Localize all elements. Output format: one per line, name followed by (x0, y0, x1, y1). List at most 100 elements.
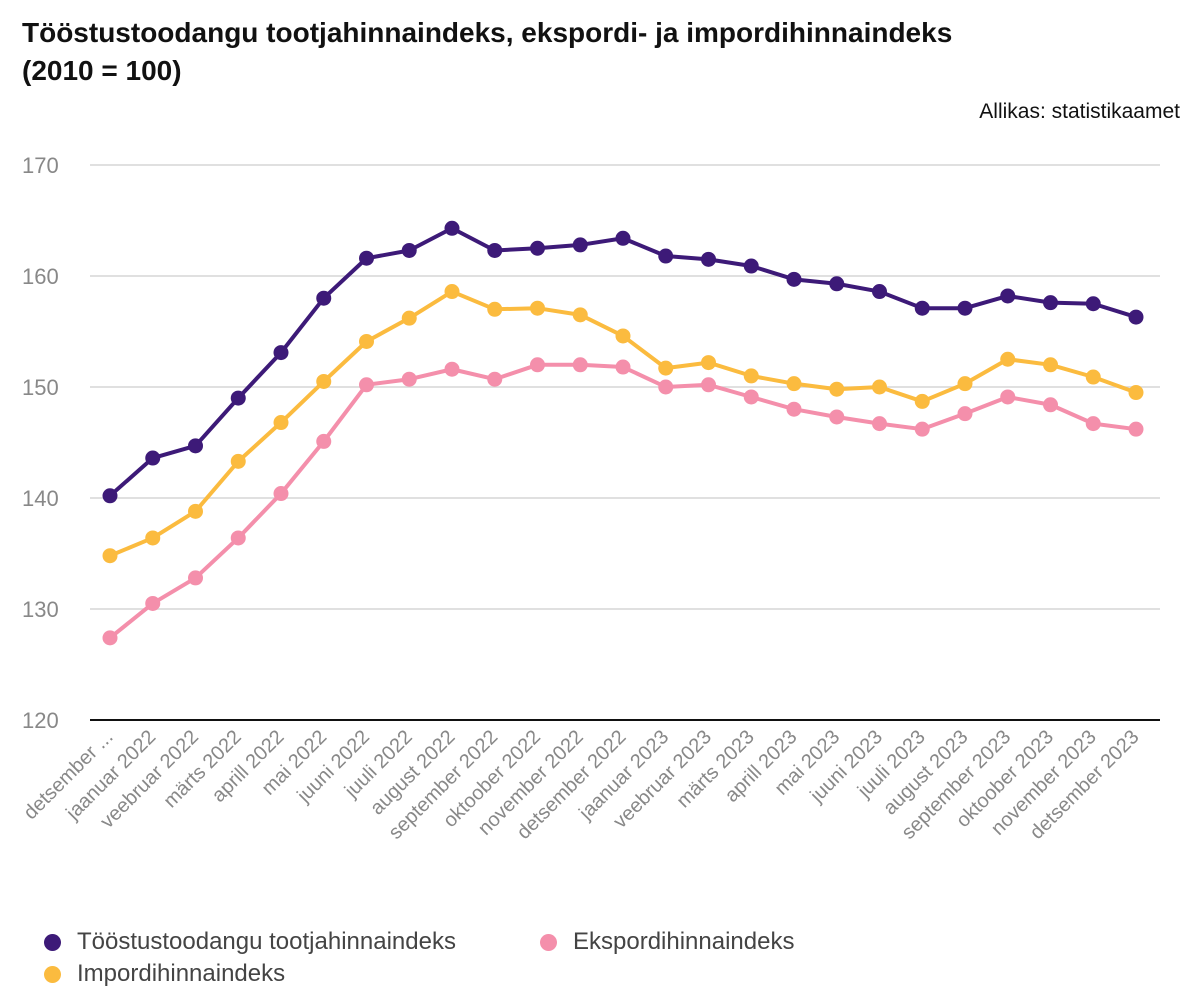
data-point (829, 381, 845, 397)
data-point (530, 357, 545, 373)
y-tick-label: 130 (22, 597, 59, 622)
series-line (108, 362, 1137, 640)
data-point (273, 345, 289, 361)
data-point (914, 300, 930, 316)
data-point (145, 450, 161, 466)
data-point (872, 379, 887, 395)
data-point (444, 220, 460, 236)
data-point (316, 433, 332, 449)
data-point (829, 276, 845, 292)
y-tick-label: 170 (22, 153, 59, 178)
chart-title: Tööstustoodangu tootjahinnaindeks, ekspo… (22, 14, 1122, 90)
data-point (872, 416, 887, 432)
data-point (701, 251, 716, 267)
data-point (316, 290, 332, 306)
data-point (145, 595, 161, 611)
data-point (1128, 309, 1144, 325)
data-point (188, 438, 203, 454)
data-point (872, 284, 887, 300)
data-point (487, 242, 503, 258)
data-point (1085, 296, 1101, 312)
chart-source: Allikas: statistikaamet (979, 100, 1180, 123)
data-point (572, 237, 588, 253)
data-point (957, 406, 973, 422)
data-point (316, 373, 332, 389)
data-point (530, 240, 545, 256)
data-point (401, 242, 417, 258)
data-point (444, 284, 460, 300)
series-group (102, 220, 1144, 646)
data-point (444, 361, 460, 377)
data-point (188, 503, 203, 519)
data-point (786, 376, 802, 392)
data-point (957, 300, 973, 316)
chart-title-line2: (2010 = 100) (22, 55, 182, 86)
y-tick-label: 140 (22, 486, 59, 511)
y-tick-label: 150 (22, 375, 59, 400)
legend-item-export[interactable]: Ekspordihinnaindeks (540, 928, 794, 956)
data-point (572, 307, 588, 323)
y-tick-label: 160 (22, 264, 59, 289)
chart-title-line1: Tööstustoodangu tootjahinnaindeks, ekspo… (22, 17, 953, 48)
legend-label-producer: Tööstustoodangu tootjahinnaindeks (77, 928, 456, 955)
data-point (1000, 389, 1016, 405)
data-point (572, 357, 588, 373)
data-point (102, 630, 118, 646)
data-point (359, 250, 374, 266)
data-point (701, 377, 716, 393)
y-tick-label: 120 (22, 708, 59, 733)
data-point (1128, 421, 1144, 437)
data-point (743, 389, 759, 405)
data-point (188, 570, 203, 586)
legend-item-producer[interactable]: Tööstustoodangu tootjahinnaindeks (44, 928, 456, 956)
data-point (658, 360, 674, 376)
data-point (401, 310, 417, 326)
data-point (1000, 351, 1016, 367)
data-point (530, 300, 545, 316)
data-point (102, 488, 118, 504)
data-point (701, 355, 716, 371)
legend-marker-producer (44, 933, 61, 951)
data-point (829, 409, 845, 425)
legend-label-import: Impordihinnaindeks (77, 960, 286, 987)
data-point (743, 258, 759, 274)
data-point (786, 401, 802, 417)
data-point (273, 415, 289, 431)
legend-label-export: Ekspordihinnaindeks (573, 928, 795, 955)
data-point (658, 379, 674, 395)
gridlines (90, 164, 1160, 721)
data-point (230, 390, 246, 406)
data-point (957, 376, 973, 392)
data-point (487, 301, 503, 317)
data-point (1043, 295, 1058, 311)
data-point (658, 248, 674, 264)
legend-marker-export (540, 933, 557, 951)
data-point (615, 328, 631, 344)
data-point (273, 486, 289, 502)
data-point (359, 377, 374, 393)
data-point (102, 548, 118, 564)
data-point (743, 368, 759, 384)
data-point (145, 530, 161, 546)
data-point (1128, 385, 1144, 401)
data-point (487, 371, 503, 387)
y-axis: 120 130 140 150 160 170 (22, 153, 59, 733)
data-point (786, 271, 802, 287)
data-point (914, 393, 930, 409)
data-point (615, 230, 631, 246)
data-point (1085, 369, 1101, 385)
data-point (1043, 397, 1058, 413)
data-point (615, 359, 631, 375)
data-point (1043, 357, 1058, 373)
data-point (401, 371, 417, 387)
legend-item-import[interactable]: Impordihinnaindeks (44, 960, 285, 988)
data-point (230, 453, 246, 469)
data-point (230, 530, 246, 546)
data-point (1085, 416, 1101, 432)
data-point (914, 421, 930, 437)
data-point (359, 333, 374, 349)
legend-marker-import (44, 965, 61, 983)
data-point (1000, 288, 1016, 304)
